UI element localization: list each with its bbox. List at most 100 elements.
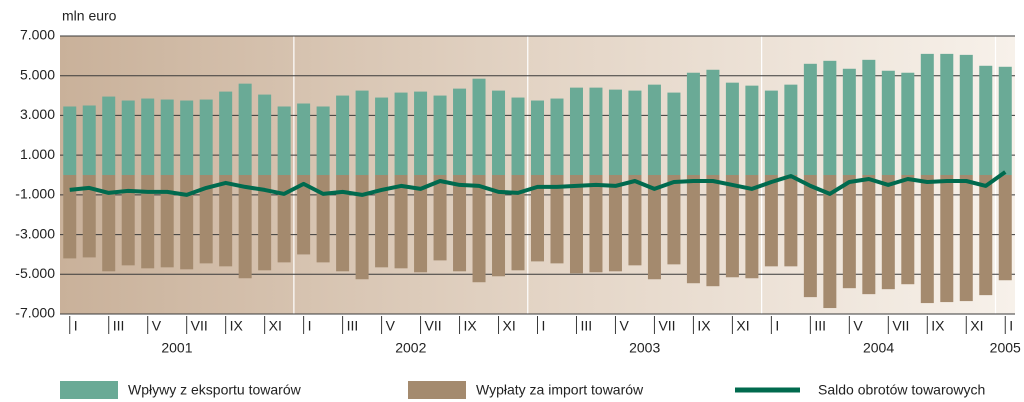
x-tick-label: I	[1009, 318, 1013, 334]
bar	[667, 175, 681, 265]
legend-label: Wpływy z eksportu towarów	[128, 382, 302, 398]
bar	[219, 175, 233, 267]
line	[69, 170, 1007, 197]
bar	[355, 90, 369, 175]
bar	[453, 175, 467, 272]
bar	[979, 175, 993, 296]
bar	[199, 175, 213, 264]
y-tick-label: -7.000	[15, 305, 55, 321]
bar	[706, 69, 720, 175]
bar	[881, 70, 895, 175]
year-label: 2004	[863, 340, 894, 356]
bar	[394, 92, 408, 175]
bar	[316, 106, 330, 175]
x-tick-label: III	[113, 318, 125, 334]
bar	[979, 65, 993, 175]
x-tick-label: XI	[269, 318, 282, 334]
x-tick-label: VII	[892, 318, 909, 334]
y-tick-label: 5.000	[20, 66, 55, 82]
bar	[394, 175, 408, 269]
x-tick-label: III	[347, 318, 359, 334]
bar	[608, 89, 622, 175]
x-tick-label: IX	[464, 318, 478, 334]
bar	[959, 175, 973, 302]
bar	[589, 175, 603, 273]
bar	[784, 175, 798, 267]
x-tick-label: I	[775, 318, 779, 334]
bar	[881, 175, 895, 290]
bar	[686, 72, 700, 175]
bar	[764, 90, 778, 175]
bar	[258, 175, 272, 271]
bar	[745, 85, 759, 175]
bar	[531, 100, 544, 175]
bar	[433, 175, 447, 261]
bar	[102, 96, 116, 175]
bar	[414, 175, 428, 273]
bar	[531, 175, 544, 262]
x-tick-label: IX	[697, 318, 711, 334]
bar	[628, 90, 642, 175]
bar	[823, 175, 837, 309]
bar	[842, 68, 856, 175]
bar	[102, 175, 116, 272]
x-tick-label: I	[74, 318, 78, 334]
bar	[764, 175, 778, 267]
bar	[901, 175, 915, 285]
bar	[375, 175, 389, 268]
bar	[492, 175, 506, 277]
x-tick-label: VII	[191, 318, 208, 334]
x-tick-label: VII	[658, 318, 675, 334]
bar	[277, 175, 291, 263]
legend-label: Wypłaty za import towarów	[476, 382, 644, 398]
bar	[608, 175, 622, 272]
x-tick-label: XI	[736, 318, 749, 334]
bar	[667, 92, 681, 175]
y-tick-label: 3.000	[20, 106, 55, 122]
year-label: 2001	[161, 340, 192, 356]
bar	[569, 87, 583, 175]
x-tick-label: V	[853, 318, 863, 334]
bar	[180, 100, 194, 175]
x-tick-label: IX	[931, 318, 945, 334]
y-tick-label: -5.000	[15, 265, 55, 281]
bar	[199, 99, 213, 175]
bar	[550, 175, 564, 264]
bar	[160, 99, 174, 175]
bar	[823, 60, 837, 176]
y-tick-label: -3.000	[15, 225, 55, 241]
y-tick-label: 7.000	[20, 27, 55, 43]
bar	[686, 175, 700, 284]
bar	[375, 97, 389, 175]
bar	[414, 91, 428, 175]
x-tick-label: V	[619, 318, 629, 334]
bar	[940, 175, 954, 303]
x-tick-label: III	[814, 318, 826, 334]
bar	[647, 175, 661, 280]
x-tick-label: XI	[503, 318, 516, 334]
bar	[355, 175, 369, 280]
bar	[121, 100, 135, 175]
year-label: 2005	[990, 340, 1021, 356]
x-tick-label: V	[386, 318, 396, 334]
bar	[706, 175, 720, 287]
bar	[920, 175, 934, 304]
bar	[647, 84, 661, 175]
bar	[725, 175, 739, 278]
bar	[82, 175, 96, 258]
x-tick-label: I	[542, 318, 546, 334]
bar	[433, 95, 447, 175]
bar	[316, 175, 330, 263]
bar	[569, 175, 583, 274]
bar	[219, 91, 233, 175]
x-tick-label: IX	[230, 318, 244, 334]
bar	[82, 105, 96, 175]
bar	[862, 59, 876, 176]
bar	[920, 53, 934, 175]
bar	[959, 54, 973, 175]
x-tick-label: V	[152, 318, 162, 334]
bar	[940, 53, 954, 175]
bar	[336, 175, 350, 272]
bar	[63, 175, 77, 259]
bar	[589, 87, 603, 175]
